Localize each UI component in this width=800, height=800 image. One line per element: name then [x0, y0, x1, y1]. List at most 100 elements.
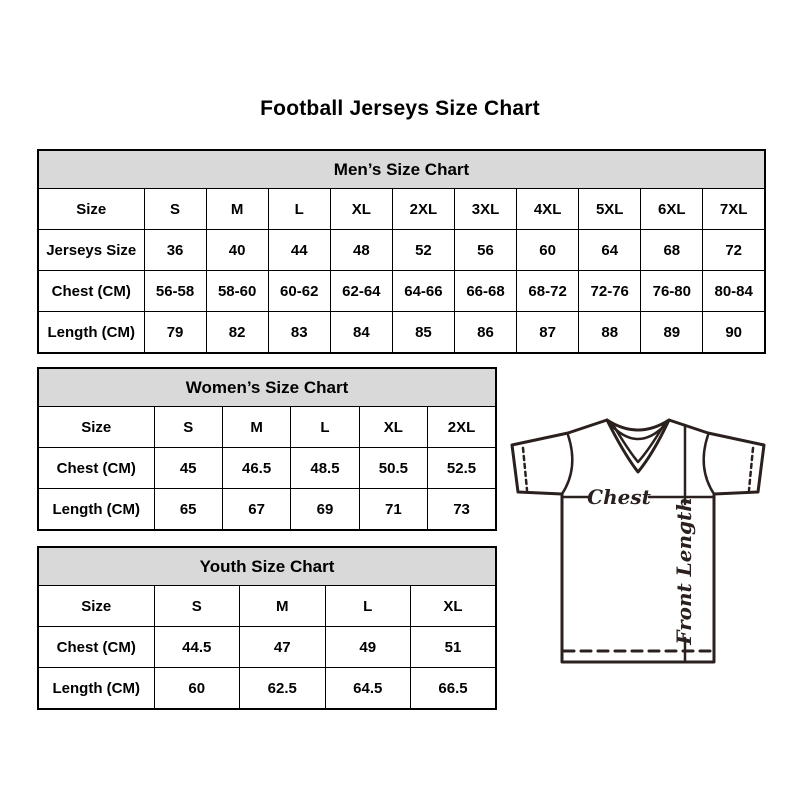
value-cell: 44 — [267, 229, 331, 271]
value-cell: 3XL — [453, 188, 518, 230]
value-cell: 44.5 — [153, 626, 240, 668]
jersey-outline — [510, 418, 766, 664]
table-row: Size S M L XL — [37, 585, 497, 627]
table-row: Length (CM) 60 62.5 64.5 66.5 — [37, 667, 497, 710]
value-cell: 2XL — [427, 406, 497, 448]
value-cell: 4XL — [516, 188, 580, 230]
collar — [605, 418, 671, 474]
table-row: Length (CM) 65 67 69 71 73 — [37, 488, 497, 531]
value-cell: 51 — [410, 626, 497, 668]
value-cell: 88 — [578, 311, 642, 354]
table-row: Chest (CM) 45 46.5 48.5 50.5 52.5 — [37, 447, 497, 489]
value-cell: 79 — [143, 311, 207, 354]
value-cell: 50.5 — [358, 447, 429, 489]
front-length-label: Front Length — [672, 497, 696, 646]
value-cell: 49 — [324, 626, 411, 668]
row-label-cell: Chest (CM) — [37, 270, 145, 312]
jersey-measurement-diagram: Chest Front Length — [510, 418, 766, 664]
table-row: Chest (CM) 56-58 58-60 60-62 62-64 64-66 66-68… — [37, 270, 766, 312]
value-cell: M — [205, 188, 269, 230]
table-title-row: Women’s Size Chart — [37, 367, 497, 407]
value-cell: 90 — [702, 311, 766, 354]
value-cell: 56-58 — [143, 270, 207, 312]
value-cell: S — [153, 406, 223, 448]
value-cell: 6XL — [640, 188, 704, 230]
value-cell: 68-72 — [516, 270, 580, 312]
value-cell: M — [239, 585, 326, 627]
value-cell: 66.5 — [410, 667, 497, 710]
mens-size-table: Men’s Size Chart Size S M L XL 2XL 3XL 4XL 5XL 6X… — [37, 149, 766, 354]
value-cell: 2XL — [391, 188, 455, 230]
youth-size-table-title: Youth Size Chart — [37, 546, 497, 586]
value-cell: 60 — [516, 229, 580, 271]
table-title-row: Youth Size Chart — [37, 546, 497, 586]
value-cell: 73 — [427, 488, 497, 531]
row-label-cell: Chest (CM) — [37, 626, 155, 668]
value-cell: 72-76 — [578, 270, 642, 312]
value-cell: 56 — [453, 229, 518, 271]
value-cell: 52.5 — [427, 447, 497, 489]
value-cell: L — [290, 406, 360, 448]
value-cell: 48.5 — [290, 447, 360, 489]
table-row: Size S M L XL 2XL — [37, 406, 497, 448]
table-row: Jerseys Size 36 40 44 48 52 56 60 64 68 72 — [37, 229, 766, 271]
value-cell: 68 — [640, 229, 704, 271]
value-cell: 82 — [205, 311, 269, 354]
value-cell: 62-64 — [329, 270, 393, 312]
value-cell: 71 — [358, 488, 429, 531]
value-cell: 76-80 — [640, 270, 704, 312]
value-cell: 62.5 — [239, 667, 326, 710]
womens-size-table-title: Women’s Size Chart — [37, 367, 497, 407]
youth-size-table: Youth Size Chart Size S M L XL Chest (CM) 44.5… — [37, 546, 497, 710]
row-label-cell: Length (CM) — [37, 667, 155, 710]
value-cell: 45 — [153, 447, 223, 489]
page-title: Football Jerseys Size Chart — [260, 97, 540, 120]
value-cell: 52 — [391, 229, 455, 271]
right-armhole-seam — [702, 433, 716, 496]
mens-size-table-title: Men’s Size Chart — [37, 149, 766, 189]
value-cell: 69 — [290, 488, 360, 531]
value-cell: 40 — [205, 229, 269, 271]
value-cell: 84 — [329, 311, 393, 354]
value-cell: 80-84 — [702, 270, 766, 312]
left-armhole-seam — [560, 433, 574, 496]
row-label-cell: Chest (CM) — [37, 447, 155, 489]
table-row: Size S M L XL 2XL 3XL 4XL 5XL 6XL 7XL — [37, 188, 766, 230]
row-label-cell: Size — [37, 188, 145, 230]
left-cuff-dashed-line — [521, 446, 529, 492]
value-cell: 83 — [267, 311, 331, 354]
value-cell: 5XL — [578, 188, 642, 230]
chest-label: Chest — [587, 485, 651, 509]
value-cell: 47 — [239, 626, 326, 668]
value-cell: XL — [410, 585, 497, 627]
right-cuff-dashed-line — [747, 446, 755, 492]
value-cell: 46.5 — [221, 447, 292, 489]
value-cell: 58-60 — [205, 270, 269, 312]
value-cell: 66-68 — [453, 270, 518, 312]
value-cell: 89 — [640, 311, 704, 354]
row-label-cell: Size — [37, 406, 155, 448]
row-label-cell: Length (CM) — [37, 488, 155, 531]
value-cell: 60 — [153, 667, 240, 710]
table-row: Length (CM) 79 82 83 84 85 86 87 88 89 90 — [37, 311, 766, 354]
value-cell: 72 — [702, 229, 766, 271]
value-cell: S — [153, 585, 240, 627]
value-cell: S — [143, 188, 207, 230]
value-cell: 67 — [221, 488, 292, 531]
value-cell: 86 — [453, 311, 518, 354]
value-cell: L — [324, 585, 411, 627]
value-cell: 64 — [578, 229, 642, 271]
row-label-cell: Size — [37, 585, 155, 627]
value-cell: 64.5 — [324, 667, 411, 710]
row-label-cell: Length (CM) — [37, 311, 145, 354]
value-cell: 36 — [143, 229, 207, 271]
value-cell: L — [267, 188, 331, 230]
value-cell: 85 — [391, 311, 455, 354]
value-cell: M — [221, 406, 292, 448]
value-cell: 65 — [153, 488, 223, 531]
table-title-row: Men’s Size Chart — [37, 149, 766, 189]
value-cell: XL — [358, 406, 429, 448]
value-cell: XL — [329, 188, 393, 230]
value-cell: 87 — [516, 311, 580, 354]
